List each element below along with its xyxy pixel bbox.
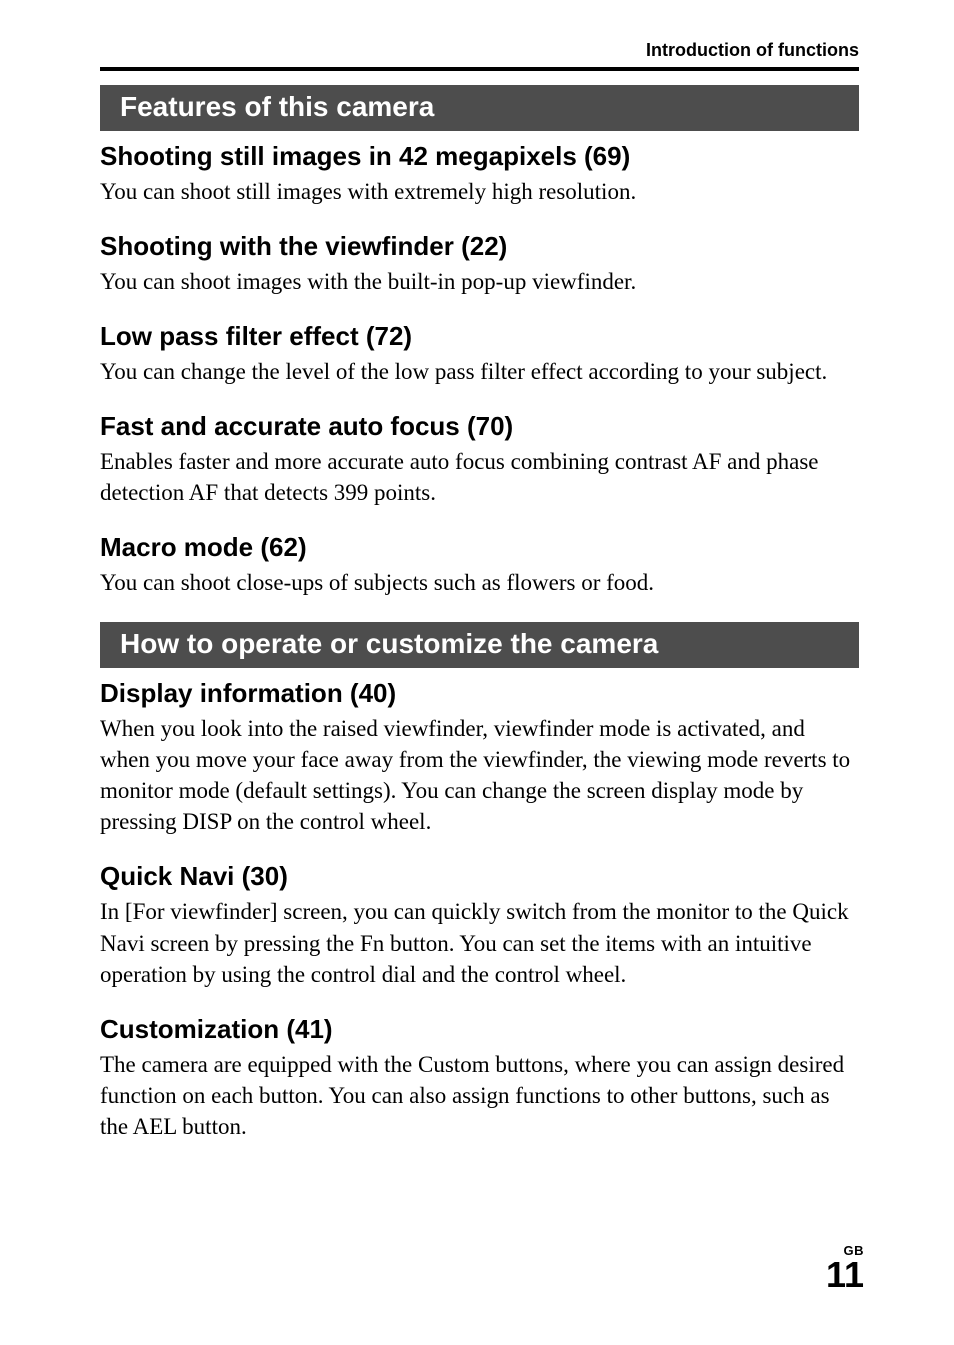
topic-body: You can shoot images with the built-in p…	[100, 266, 859, 297]
section-bar-features: Features of this camera	[100, 85, 859, 131]
topic-block: Macro mode (62) You can shoot close-ups …	[100, 532, 859, 598]
topic-block: Fast and accurate auto focus (70) Enable…	[100, 411, 859, 508]
topic-body: You can shoot close-ups of subjects such…	[100, 567, 859, 598]
topic-body: You can change the level of the low pass…	[100, 356, 859, 387]
topic-title: Quick Navi (30)	[100, 861, 859, 892]
topic-body: In [For viewfinder] screen, you can quic…	[100, 896, 859, 989]
topic-block: Display information (40) When you look i…	[100, 678, 859, 837]
manual-page: Introduction of functions Features of th…	[0, 0, 954, 1206]
topic-title: Display information (40)	[100, 678, 859, 709]
topic-block: Customization (41) The camera are equipp…	[100, 1014, 859, 1142]
section-bar-operate: How to operate or customize the camera	[100, 622, 859, 668]
header-category-label: Introduction of functions	[100, 40, 859, 67]
header-rule	[100, 67, 859, 71]
topic-title: Macro mode (62)	[100, 532, 859, 563]
topic-block: Shooting with the viewfinder (22) You ca…	[100, 231, 859, 297]
topic-block: Low pass filter effect (72) You can chan…	[100, 321, 859, 387]
topic-title: Low pass filter effect (72)	[100, 321, 859, 352]
footer-page-number: 11	[826, 1257, 864, 1293]
topic-title: Shooting still images in 42 megapixels (…	[100, 141, 859, 172]
topic-body: You can shoot still images with extremel…	[100, 176, 859, 207]
topic-block: Shooting still images in 42 megapixels (…	[100, 141, 859, 207]
topic-title: Shooting with the viewfinder (22)	[100, 231, 859, 262]
topic-block: Quick Navi (30) In [For viewfinder] scre…	[100, 861, 859, 989]
topic-body: The camera are equipped with the Custom …	[100, 1049, 859, 1142]
topic-body: Enables faster and more accurate auto fo…	[100, 446, 859, 508]
topic-title: Customization (41)	[100, 1014, 859, 1045]
topic-body: When you look into the raised viewfinder…	[100, 713, 859, 837]
topic-title: Fast and accurate auto focus (70)	[100, 411, 859, 442]
page-footer: GB 11	[826, 1244, 864, 1293]
